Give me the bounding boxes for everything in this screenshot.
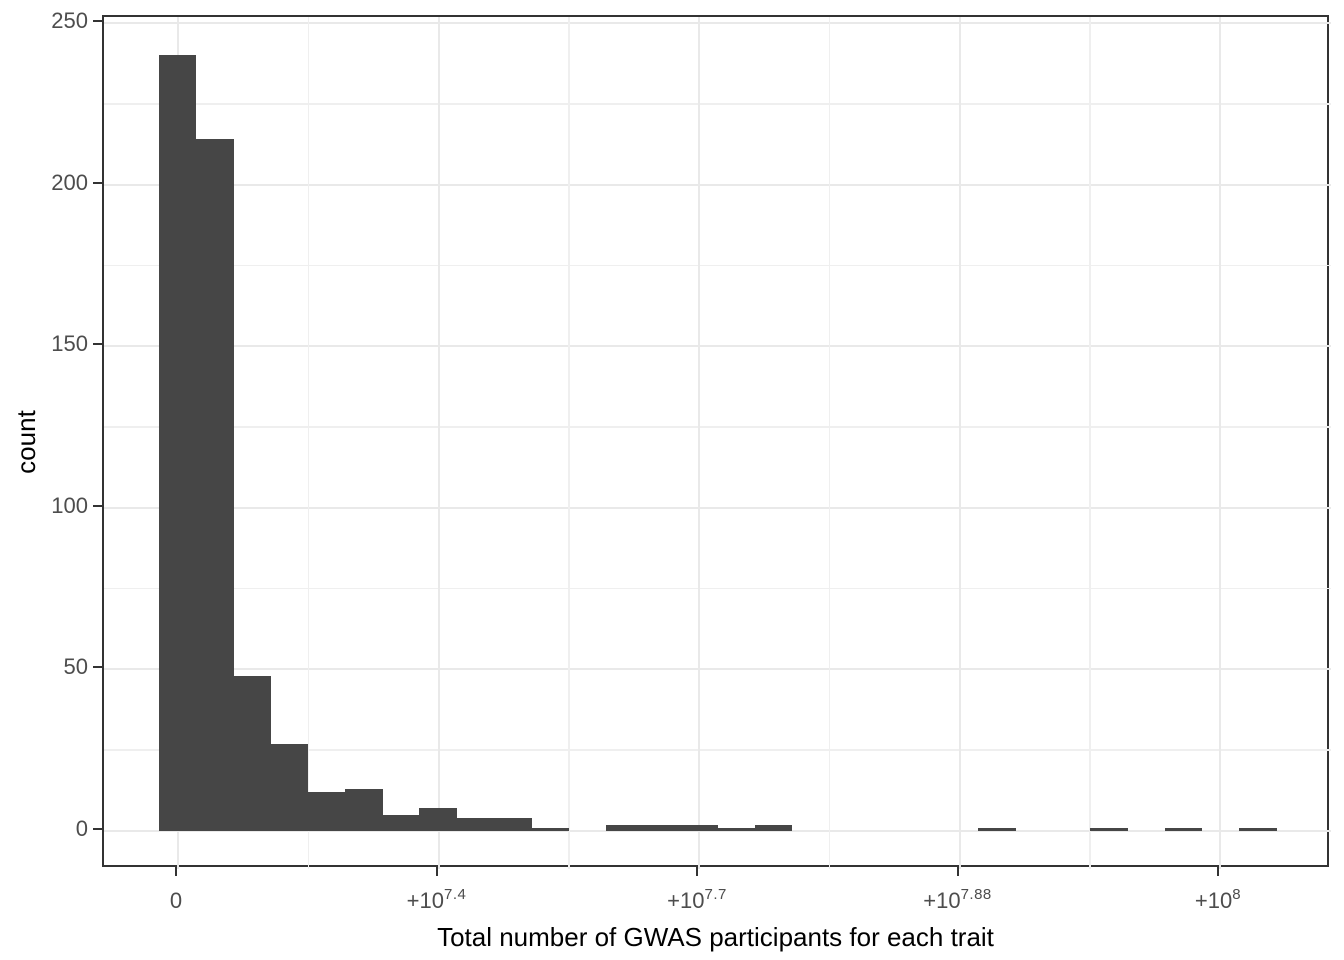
x-tick-label-base: +10: [406, 888, 444, 913]
x-tick-label-base: +10: [667, 888, 705, 913]
x-tick-label: +107.4: [337, 886, 537, 916]
histogram-bar: [1090, 827, 1128, 831]
gridline-major-h: [104, 830, 1331, 832]
histogram-bar: [531, 827, 569, 831]
x-tick-mark: [435, 867, 438, 876]
histogram-bar: [1164, 827, 1203, 831]
gridline-minor-v: [828, 17, 830, 869]
x-tick-label: 0: [76, 889, 276, 913]
x-tick-label-base: 0: [169, 888, 183, 913]
histogram-bar: [605, 824, 644, 831]
gridline-major-h: [104, 22, 1331, 24]
gridline-major-v: [1219, 17, 1221, 869]
histogram-bar: [233, 675, 271, 831]
x-tick-label-exponent: 7.88: [960, 886, 992, 903]
y-tick-label: 200: [51, 169, 88, 195]
histogram-bar: [717, 827, 756, 831]
histogram-bar: [1239, 827, 1277, 831]
gridline-major-v: [698, 17, 700, 869]
histogram-bar: [270, 743, 309, 831]
y-tick-label: 0: [75, 816, 88, 841]
histogram-bar: [382, 814, 420, 831]
y-tick-mark: [93, 504, 102, 507]
x-tick-label-exponent: 7.4: [443, 886, 467, 903]
histogram-bar: [680, 824, 718, 831]
x-tick-label: +107.88: [858, 886, 1058, 916]
y-tick-mark: [93, 181, 102, 184]
histogram-bar: [456, 818, 495, 831]
gridline-minor-h: [104, 103, 1331, 105]
plot-panel: [102, 15, 1331, 869]
histogram-bar: [754, 824, 793, 831]
histogram-bar: [493, 818, 532, 831]
x-axis-title: Total number of GWAS participants for ea…: [437, 922, 994, 952]
gridline-minor-v: [307, 17, 309, 869]
x-tick-label-base: +10: [1194, 888, 1233, 913]
y-tick-label: 150: [51, 331, 88, 357]
gridline-major-h: [104, 345, 1331, 348]
x-tick-mark: [1217, 867, 1219, 876]
histogram-bar: [419, 808, 458, 831]
histogram-bar: [158, 55, 197, 831]
histogram-bar: [195, 139, 234, 831]
gridline-minor-v: [1089, 17, 1091, 869]
gridline-minor-h: [104, 587, 1331, 590]
x-tick-label-exponent: 7.7: [704, 886, 727, 903]
gridline-major-h: [104, 506, 1331, 509]
x-tick-label-base: +10: [923, 888, 961, 913]
y-tick-mark: [93, 666, 102, 669]
x-tick-mark: [956, 867, 959, 876]
y-tick-mark: [93, 343, 102, 346]
x-tick-label: +108: [1118, 886, 1318, 916]
x-tick-label: +107.7: [597, 886, 797, 916]
histogram-bar: [643, 824, 681, 831]
y-tick-label: 250: [51, 8, 88, 33]
y-axis-title: count: [11, 410, 41, 474]
x-tick-mark: [175, 867, 177, 876]
y-tick-mark: [93, 828, 102, 830]
gridline-major-v: [958, 17, 961, 869]
gridline-minor-h: [104, 749, 1331, 751]
gridline-minor-v: [568, 17, 570, 869]
y-tick-mark: [93, 20, 102, 22]
gridline-major-h: [104, 183, 1331, 186]
gridline-minor-h: [104, 426, 1331, 428]
x-tick-mark: [696, 867, 698, 876]
x-tick-label-exponent: 8: [1232, 886, 1242, 903]
gridline-minor-h: [104, 264, 1331, 267]
histogram-bar: [978, 827, 1016, 831]
y-tick-label: 100: [51, 492, 88, 518]
gridline-major-h: [104, 668, 1331, 671]
histogram-bar: [344, 788, 383, 831]
histogram-bar: [307, 792, 346, 831]
gridline-major-v: [437, 17, 440, 869]
y-tick-label: 50: [63, 654, 88, 680]
